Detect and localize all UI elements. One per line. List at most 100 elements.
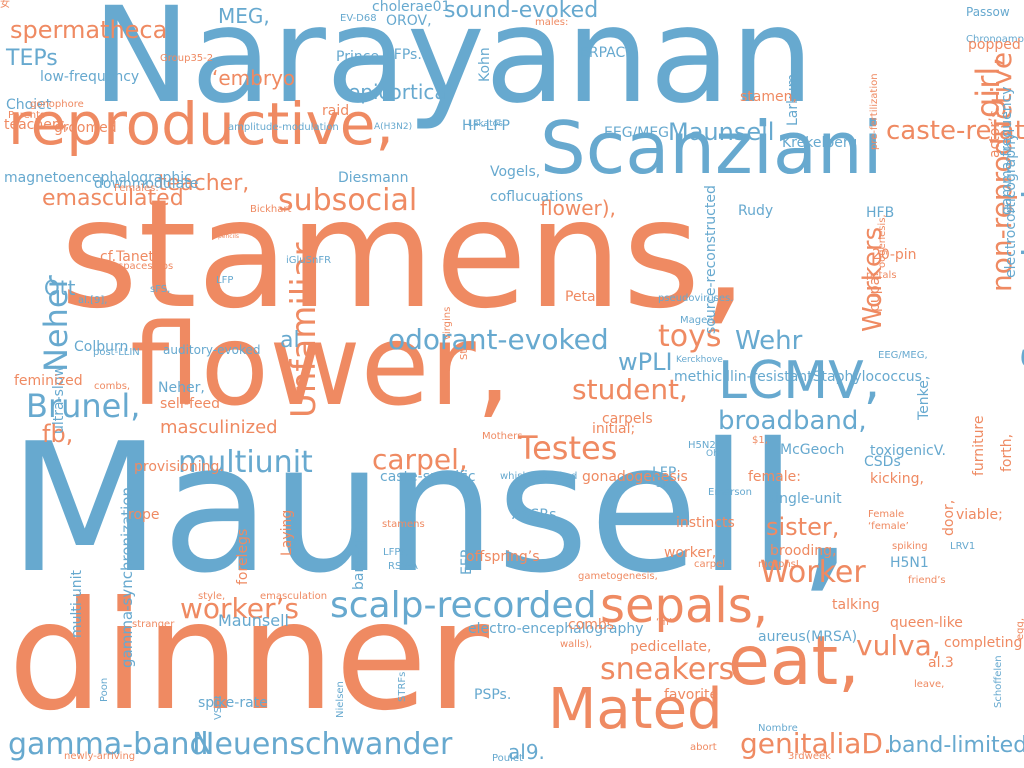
word-student-31: student, [572,373,688,406]
word-group35-2-185: Group35-2 [160,53,214,64]
word-sneakers-22: sneakers [600,652,735,687]
word-assrs-152: ASSRs, [512,507,561,523]
word-vsdi-174: VSDI [213,696,224,720]
word-al-52: al [280,328,300,353]
word-friend-s-130: friend’s [908,575,946,586]
word-odorant-evoked-17: odorant-evoked [388,323,609,356]
word-al-3-134: al.3 [928,655,954,671]
word-krekelberg-65: Krekelberg [782,135,858,151]
word-cf-tanet-100: cf.Tanet [100,249,154,265]
word-oogenesis-69: oogenesis, [877,214,888,268]
word-combs-169: combs [568,617,615,633]
word-fb-46: fb, [42,420,74,448]
word-kicking-122: kicking, [870,471,924,487]
word-magnetoencephalographic-56: magnetoencephalographic [4,170,192,186]
word-toxigenicv-117: toxigenicV. [870,443,946,459]
word-spiking-127: spiking [892,541,928,552]
word-cholerae01-77: cholerae01 [372,0,451,15]
word-female-125: Female [868,509,905,520]
word-kerckhove-114: Kerckhove [676,355,723,365]
word-combs-194: combs, [94,381,131,392]
word-hfb-66: HFB [866,205,895,221]
word-prince-79: Prince [336,49,380,65]
word-h5n1-129: H5N1 [890,555,929,571]
word-rudy-92: Rudy [738,203,774,219]
word-worker-29: Worker [760,555,866,590]
word-virgins-93: virgins [442,306,453,340]
word-post-llin-106: post-LLIN [93,347,140,358]
word-band-limited-49: band-limited [888,733,1024,758]
word-groomed-88: groomed [54,120,117,136]
word-oh-196: Oh [706,449,719,459]
word-laying-140: Laying [279,509,295,556]
word-bickhart-91: Bickhart [250,204,292,215]
word-self-feed-109: self-feed [160,396,221,412]
word-forelegs-141: forelegs [235,528,251,585]
word-choiet-86: Choiet [6,97,52,113]
word-maunsell-43: Maunsell [668,118,775,146]
word-al-9-193: al.[9], [78,295,108,306]
word-caste-related-25: caste-related [886,116,1024,146]
word-instincts-151: instincts [676,515,735,531]
word-lfps-154: LFPs, [383,547,409,558]
word-neuenschwander-14: Neuenschwander [192,727,453,762]
word-subsocial-19: subsocial [278,183,418,218]
word-al9-48: al9. [508,740,545,764]
word-lcmv-9: LCMV, [718,351,881,411]
word-methicillin-resistantstaphylococcus-115: methicillin-resistantStaphylococcus [674,369,922,385]
word-sound-evoked-39: sound-evoked [444,0,599,23]
word-meg-42: MEG, [218,4,270,28]
word-dinner-3: dinner [8,570,489,744]
word-worker-s-35: worker’s [180,592,299,625]
word-stamens-1: stamens, [60,168,749,342]
word-popped-76: popped [968,37,1021,53]
word-colburn-107: Colburn [74,339,129,355]
word-parents-187: Parents [8,110,46,121]
word-narayanan-0: Narayanan [92,0,815,133]
word-eeg-meg-63: EEG/MEG [604,125,670,141]
word-gonophore-186: gonophore [30,99,84,110]
word-mothers-113: Mothers [482,431,523,442]
word-orov-78: OROV, [386,13,432,29]
word-newly-arriving-183: newly-arriving [64,751,136,762]
word-gametogenesis-162: gametogenesis, [578,571,658,582]
word-carpel-159: carpel [694,559,726,570]
word-masculinized-199: masculinized [160,417,278,438]
word-lfp-147: LFP, [652,465,681,481]
word-band-specific-142: band-specific [351,496,367,590]
word-coflucuations-58: coflucuations [490,189,584,205]
word-mcgeoch-119: McGeoch [780,442,845,458]
word-psps-177: PSPs. [474,687,512,703]
word-pre-fertilization-73: pre-fertilization [869,73,880,150]
word-downmodulate-89: downmodulate [94,176,199,192]
word-emasculation-164: emasculation [260,591,328,602]
word-walls-171: walls), [560,639,593,650]
word-teachers-87: teachers, [4,117,70,133]
word-poulet-179: Poulet [492,753,523,764]
word-passow-75: Passow [966,5,1010,19]
word-offspring-s-157: offspring’s [466,549,540,565]
word-provisioning-138: provisioning. [134,459,224,475]
word-males-189: males: [535,17,569,28]
word-reproductive-5: reproductive, [8,90,394,158]
word-multiunit-18: multiunit [178,445,313,480]
word-teps-41: TEPs [6,46,58,71]
word-amplitude-modulation-184: amplitude-modulation [228,122,339,133]
word-morphsi-161: morphsI. [758,559,802,570]
word-favorite-178: favorite [664,687,719,703]
word-abort-181: abort [690,742,717,753]
word-source-reconstructed-94: source-reconstructed [703,185,719,334]
word-lfps-80: LFPs. [386,47,422,63]
word-carpels-111: carpels [602,411,653,427]
word-iglusnfr-102: iGluSnFR [286,255,332,266]
word-emerson-148: Emerson [708,487,752,498]
word-schoffelen-136: Schoffelen [993,655,1004,708]
word-actor-s-72: actor’s [987,110,1003,158]
word-nielsen-175: Nielsen [335,681,346,718]
word-viable-123: viable; [956,507,1003,523]
word-embryo-53: ‘embryo [212,66,296,90]
word-forth-121: forth, [999,433,1015,472]
word-petals-97: petals [866,270,897,281]
word-stamens-153: stamens [382,519,425,530]
word-glyph-200: 女 [0,0,10,10]
